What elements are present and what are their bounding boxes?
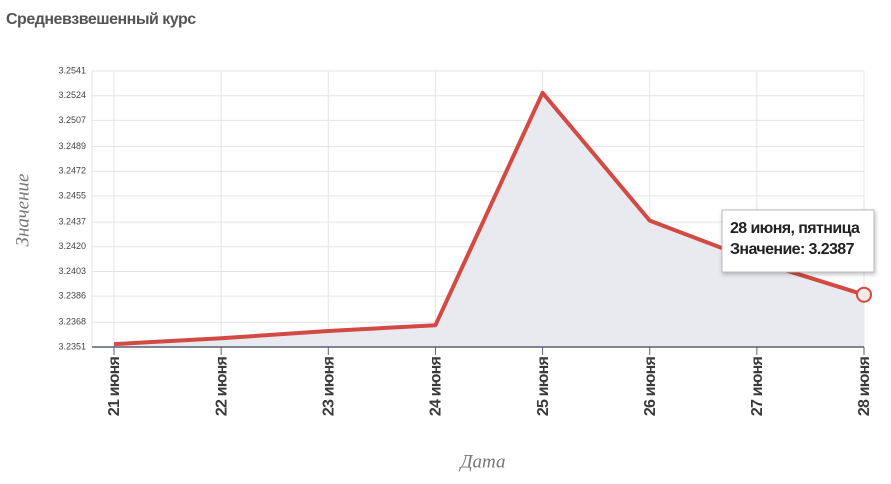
x-tick-label: 26 июня [642,357,659,417]
y-axis-label: Значение [12,174,33,247]
tooltip-title: 28 июня, пятница [730,220,860,237]
point-marker [856,286,872,303]
x-tick-label: 22 июня [213,357,230,417]
y-tick-label: 3.2403 [58,266,86,276]
x-tick-label: 25 июня [535,357,552,417]
y-tick-label: 3.2541 [58,65,86,75]
chart-title: Средневзвешенный курс [6,11,196,28]
y-tick-label: 3.2455 [58,190,86,200]
y-tick-label: 3.2489 [58,141,86,151]
y-tick-label: 3.2437 [58,216,86,226]
y-tick-label: 3.2524 [58,90,86,100]
x-tick-label: 28 июня [856,357,873,417]
area [114,92,864,347]
tooltip-box [721,209,875,273]
tooltip: 28 июня, пятница Значение: 3.2387 [721,209,875,273]
y-tick-label: 3.2507 [58,115,86,125]
y-tick-label: 3.2368 [58,317,86,327]
y-tick-label: 3.2420 [58,241,86,251]
tooltip-text: Значение: 3.2387 [730,241,855,258]
x-tick-label: 23 июня [321,357,338,417]
x-tick-label: 27 июня [749,357,766,417]
x-tick-label: 21 июня [106,357,123,417]
y-tick-label: 3.2386 [58,291,86,301]
y-tick-label: 3.2351 [58,341,86,351]
y-tick-label: 3.2472 [58,166,86,176]
x-tick-label: 24 июня [428,357,445,417]
x-axis-label: Дата [458,451,505,472]
